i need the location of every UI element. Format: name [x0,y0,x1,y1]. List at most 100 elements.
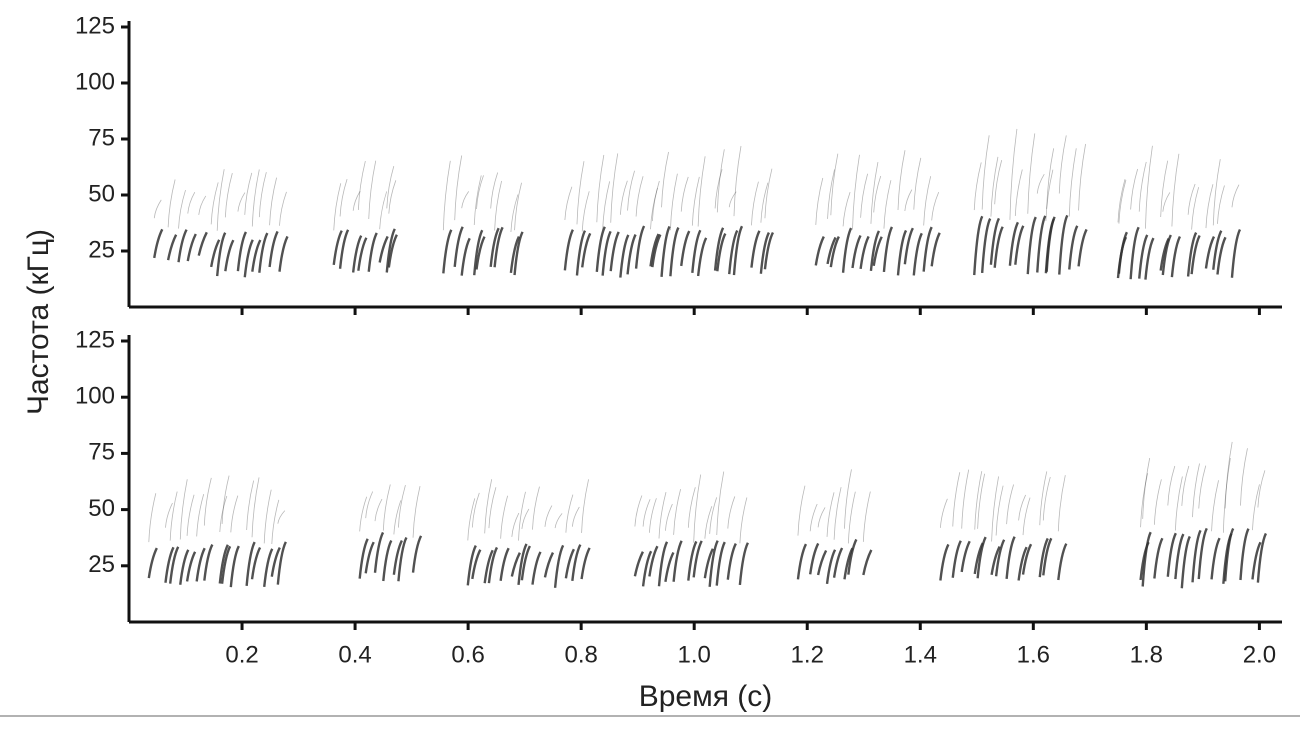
call-trace [1005,536,1016,580]
call-trace [544,505,553,527]
call-trace [923,176,932,226]
call-trace [1174,476,1183,531]
call-trace [270,546,281,577]
call-trace [210,182,219,225]
call-trace [276,541,287,585]
call-trace [494,180,502,231]
call-trace [913,157,922,210]
call-trace [368,160,377,219]
burst [1116,145,1242,280]
call-trace [1145,145,1153,229]
call-trace [230,495,239,533]
burst [973,128,1088,276]
call-trace [251,239,262,272]
call-trace [814,236,825,266]
call-trace [1022,497,1031,536]
call-trace [739,497,748,544]
call-trace [221,475,230,525]
call-trace [179,549,190,585]
call-trace [359,496,368,532]
call-trace [565,494,574,533]
call-trace [1187,183,1196,215]
call-trace [764,168,773,219]
burst [939,469,1068,581]
call-trace [510,194,519,233]
call-trace [692,540,703,578]
call-trace [373,531,385,573]
call-trace [269,177,277,226]
burst [147,475,287,588]
x-tick-label: 0.4 [338,641,371,668]
call-trace [669,227,680,277]
call-trace [1167,465,1176,506]
call-trace [1039,471,1048,526]
call-trace [268,230,279,268]
call-trace [277,510,286,524]
call-trace [397,536,408,582]
call-trace [602,181,611,231]
call-trace [912,232,923,276]
call-trace [1204,236,1216,269]
call-trace [1224,441,1233,509]
call-trace [1138,234,1149,279]
call-trace [467,498,476,541]
call-trace [517,543,528,585]
call-trace [511,512,520,537]
call-trace [1036,215,1047,273]
x-tick-label: 1.6 [1017,641,1050,668]
call-trace [475,236,486,270]
call-trace [1014,169,1023,216]
call-trace [251,169,260,227]
call-trace [634,495,643,527]
call-trace [244,172,253,215]
call-trace [1222,457,1231,533]
call-trace [1161,234,1172,276]
call-trace [412,486,421,538]
call-trace [1256,532,1267,583]
call-trace [153,228,164,259]
call-trace [827,169,835,219]
call-trace [484,479,493,534]
call-trace [1045,169,1054,222]
call-trace [642,499,651,527]
call-trace [278,235,289,272]
call-trace [693,474,702,543]
call-trace [1198,465,1207,509]
y-tick-label: 100 [75,68,115,95]
call-trace [571,544,582,582]
call-trace [364,541,375,574]
call-trace [203,544,214,581]
call-trace [279,191,287,226]
burst [442,155,524,276]
call-trace [847,538,858,575]
call-trace [1153,537,1164,579]
call-trace [661,151,669,208]
call-trace [860,173,869,218]
call-trace [595,226,606,273]
call-trace [490,172,499,209]
call-trace [1141,531,1152,587]
call-trace [704,506,713,539]
call-trace [989,217,1001,265]
call-trace [333,183,342,231]
call-trace [382,484,391,531]
call-trace [1078,143,1086,211]
call-trace [728,191,737,208]
call-trace [563,229,574,271]
call-trace [1211,480,1219,532]
x-tick-label: 1.0 [678,641,711,668]
call-trace [830,153,839,216]
call-trace [196,494,205,537]
call-trace [619,180,628,215]
call-trace [487,546,499,584]
call-trace [1144,237,1155,280]
call-trace [1252,484,1260,531]
call-trace [896,229,908,276]
call-trace [454,155,463,221]
call-trace [649,498,657,533]
burst [563,145,775,278]
call-trace [483,549,494,584]
call-trace [165,502,173,528]
call-trace [657,541,669,587]
call-trace [709,497,718,534]
